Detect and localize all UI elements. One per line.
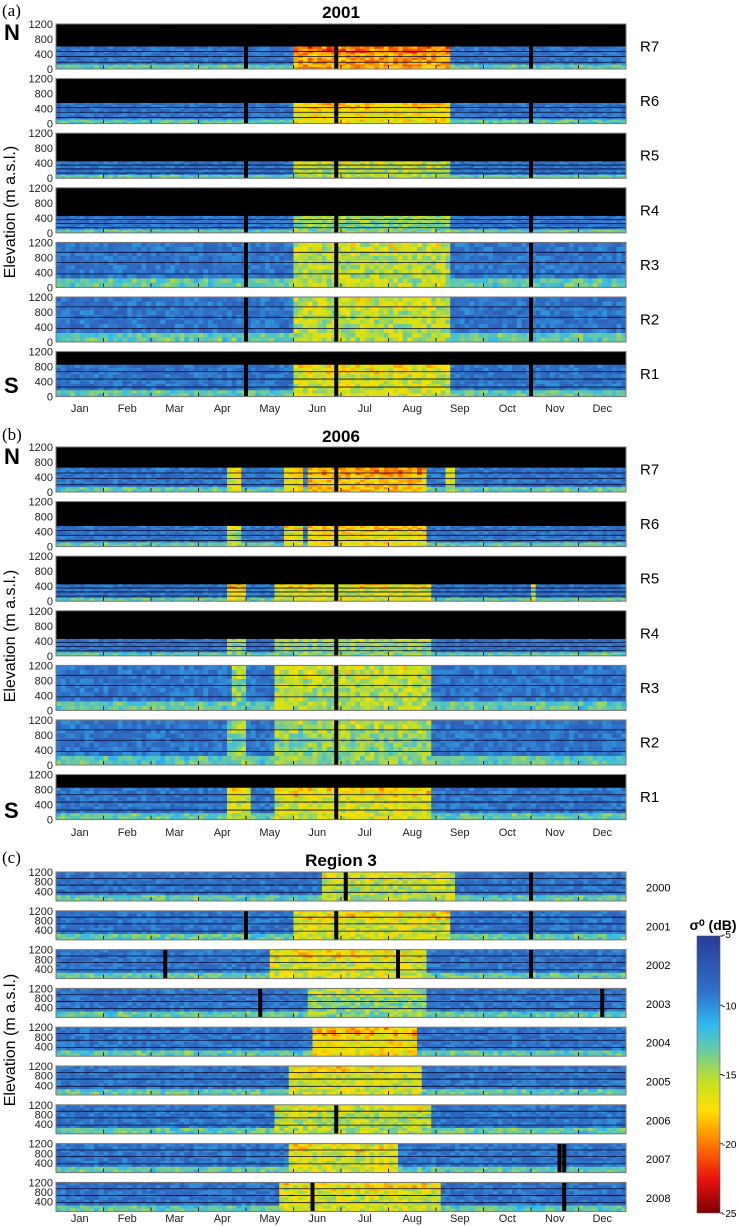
heatmap-cell xyxy=(56,274,61,279)
heatmap-cell xyxy=(94,242,99,247)
heatmap-cell xyxy=(80,274,85,279)
heatmap-cell xyxy=(61,274,66,279)
heatmap-cell xyxy=(61,265,66,270)
row-label: R6 xyxy=(640,93,659,110)
row-label: R5 xyxy=(640,148,659,165)
heatmap-cell xyxy=(80,256,85,261)
data-gap xyxy=(334,188,338,233)
row-label: R7 xyxy=(640,39,659,56)
heatmap-cell xyxy=(80,247,85,252)
panel-label-b: (b) xyxy=(2,425,22,444)
data-gap xyxy=(244,133,248,178)
heatmap-row-R3-2001: 12008004000R3 xyxy=(29,237,660,294)
y-tick-label: 1200 xyxy=(29,19,53,31)
heatmap-cell xyxy=(66,256,71,261)
heatmap-cell xyxy=(89,265,94,270)
heatmap-cell xyxy=(89,278,94,283)
heatmap-cell xyxy=(85,256,90,261)
panel-label-c: (c) xyxy=(2,848,21,867)
y-tick-label: 400 xyxy=(35,49,53,61)
y-tick-label: 1200 xyxy=(29,183,53,195)
south-label-a: S xyxy=(4,373,19,398)
y-tick-label: 1200 xyxy=(29,74,53,86)
heatmap-cell xyxy=(61,256,66,261)
heatmap-cell xyxy=(66,278,71,283)
heatmap-cell xyxy=(70,265,75,270)
y-tick-label: 1200 xyxy=(29,128,53,140)
y-tick-label: 400 xyxy=(35,158,53,170)
heatmap-cell xyxy=(61,242,66,247)
heatmap-cell xyxy=(85,242,90,247)
y-tick-label: 800 xyxy=(35,34,53,46)
heatmap-cell xyxy=(66,242,71,247)
heatmap-cell xyxy=(80,242,85,247)
heatmap-cell xyxy=(56,256,61,261)
panel-label-a: (a) xyxy=(2,1,21,20)
heatmap-cell xyxy=(75,256,80,261)
heatmap-cell xyxy=(89,256,94,261)
heatmap-cell xyxy=(75,278,80,283)
heatmap-cell xyxy=(89,242,94,247)
heatmap-row-R5-2001: 12008004000R5 xyxy=(29,128,660,185)
heatmap-cell xyxy=(61,278,66,283)
heatmap-cell xyxy=(56,247,61,252)
heatmap-cell xyxy=(75,265,80,270)
heatmap-cell xyxy=(56,278,61,283)
south-label-b: S xyxy=(4,798,19,823)
heatmap-cell xyxy=(66,274,71,279)
y-tick-label: 800 xyxy=(35,198,53,210)
data-gap xyxy=(334,79,338,124)
chart-title-a: 2001 xyxy=(322,3,360,22)
data-gap xyxy=(334,133,338,178)
heatmap-cell xyxy=(80,278,85,283)
heatmap-cell xyxy=(85,274,90,279)
data-gap xyxy=(529,79,533,124)
y-tick-label: 800 xyxy=(35,89,53,101)
heatmap-cell xyxy=(66,247,71,252)
heatmap-row-R4-2001: 12008004000R4 xyxy=(29,183,660,240)
row-label: R4 xyxy=(640,202,659,219)
y-tick-label: 400 xyxy=(35,213,53,225)
data-gap xyxy=(244,188,248,233)
heatmap-cell xyxy=(89,274,94,279)
heatmap-cell xyxy=(70,278,75,283)
data-gap xyxy=(529,188,533,233)
heatmap-cell xyxy=(56,265,61,270)
north-label-b: N xyxy=(4,444,20,469)
heatmap-cell xyxy=(85,265,90,270)
heatmap-cell xyxy=(70,274,75,279)
heatmap-cell xyxy=(80,265,85,270)
data-gap xyxy=(529,24,533,69)
heatmap-cell xyxy=(61,247,66,252)
heatmap-cell xyxy=(75,274,80,279)
heatmap-cell xyxy=(70,242,75,247)
heatmap-cell xyxy=(70,247,75,252)
heatmap-cell xyxy=(75,247,80,252)
chart-title-b: 2006 xyxy=(322,427,360,446)
data-gap xyxy=(334,24,338,69)
heatmap-cell xyxy=(89,247,94,252)
heatmap-cell xyxy=(94,256,99,261)
heatmap-cell xyxy=(94,247,99,252)
y-axis-label-b: Elevation (m a.s.l.) xyxy=(2,570,19,702)
data-gap xyxy=(529,133,533,178)
y-axis-label-c: Elevation (m a.s.l.) xyxy=(2,974,19,1106)
y-axis-label-a: Elevation (m a.s.l.) xyxy=(2,146,19,278)
y-tick-label: 400 xyxy=(35,104,53,116)
north-label-a: N xyxy=(4,20,20,45)
heatmap-cell xyxy=(70,256,75,261)
y-tick-label: 800 xyxy=(35,143,53,155)
heatmap-cell xyxy=(66,265,71,270)
heatmap-cell xyxy=(75,242,80,247)
heatmap-cell xyxy=(56,242,61,247)
chart-title-c: Region 3 xyxy=(305,851,377,870)
data-gap xyxy=(244,24,248,69)
heatmap-cell xyxy=(85,278,90,283)
heatmap-cell xyxy=(85,247,90,252)
data-gap xyxy=(244,79,248,124)
